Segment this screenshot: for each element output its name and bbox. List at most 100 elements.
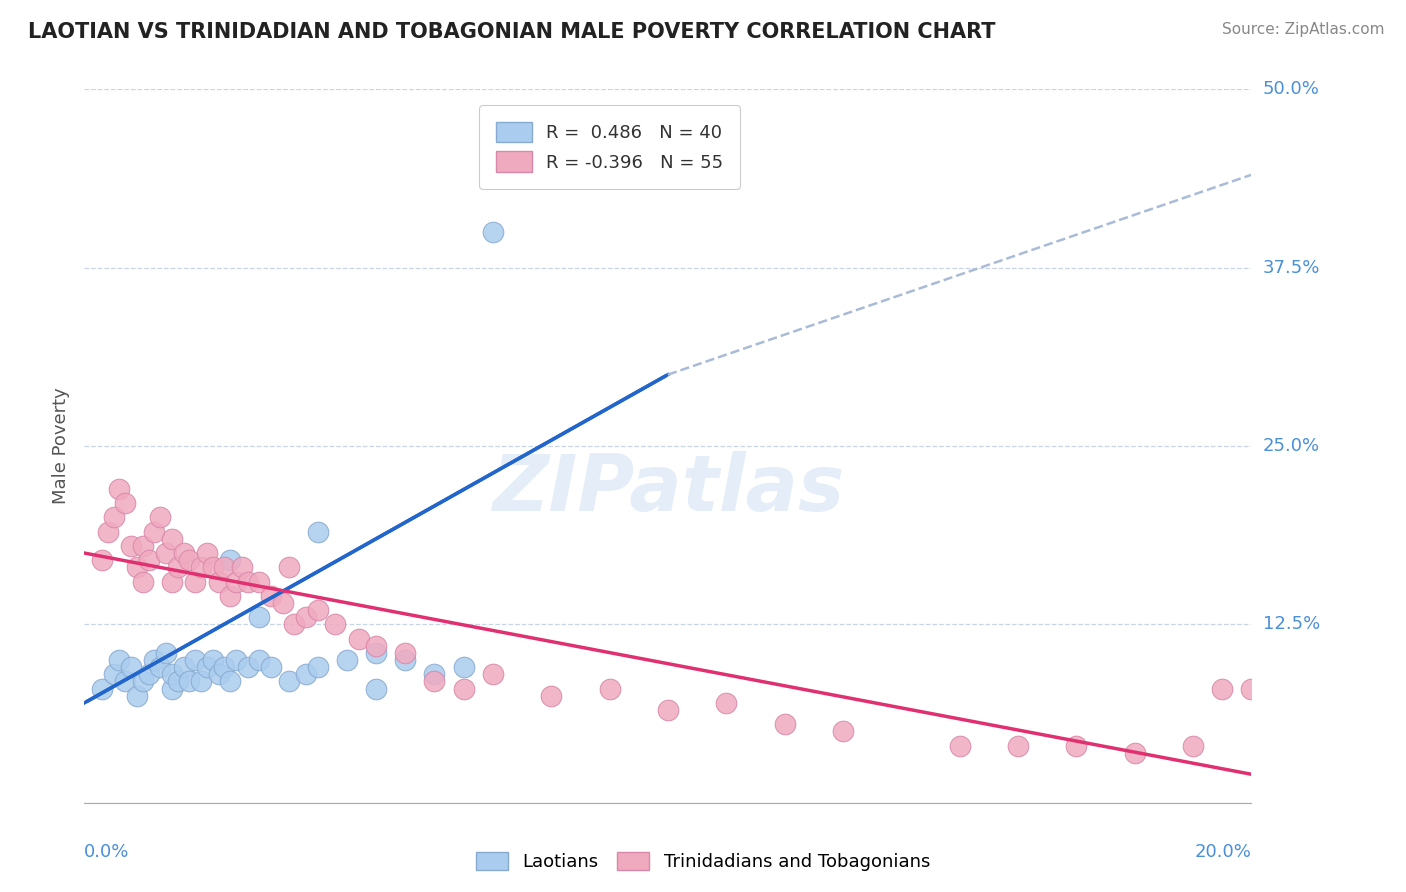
Point	[190, 560, 212, 574]
Point	[249, 610, 271, 624]
Point	[347, 632, 370, 646]
Point	[336, 653, 359, 667]
Point	[1240, 681, 1263, 696]
Point	[201, 653, 224, 667]
Point	[599, 681, 621, 696]
Point	[120, 539, 142, 553]
Point	[453, 660, 475, 674]
Point	[219, 589, 242, 603]
Point	[832, 724, 855, 739]
Point	[114, 496, 136, 510]
Text: 12.5%: 12.5%	[1263, 615, 1320, 633]
Point	[160, 574, 183, 589]
Point	[1007, 739, 1029, 753]
Point	[160, 667, 183, 681]
Point	[201, 560, 224, 574]
Point	[195, 660, 218, 674]
Point	[132, 674, 155, 689]
Point	[540, 689, 562, 703]
Point	[260, 660, 283, 674]
Text: 25.0%: 25.0%	[1263, 437, 1320, 455]
Point	[482, 667, 505, 681]
Point	[166, 674, 188, 689]
Point	[179, 674, 201, 689]
Point	[482, 225, 505, 239]
Point	[125, 560, 148, 574]
Point	[307, 524, 329, 539]
Legend: R =  0.486   N = 40, R = -0.396   N = 55: R = 0.486 N = 40, R = -0.396 N = 55	[479, 105, 740, 188]
Point	[657, 703, 679, 717]
Point	[143, 653, 166, 667]
Point	[103, 667, 125, 681]
Y-axis label: Male Poverty: Male Poverty	[52, 388, 70, 504]
Point	[207, 574, 229, 589]
Point	[184, 653, 207, 667]
Point	[225, 653, 247, 667]
Point	[149, 510, 172, 524]
Point	[132, 574, 155, 589]
Legend: Laotians, Trinidadians and Tobagonians: Laotians, Trinidadians and Tobagonians	[468, 845, 938, 879]
Point	[155, 646, 177, 660]
Text: 20.0%: 20.0%	[1195, 843, 1251, 861]
Point	[138, 667, 160, 681]
Point	[219, 553, 242, 567]
Point	[120, 660, 142, 674]
Point	[114, 674, 136, 689]
Point	[236, 660, 259, 674]
Point	[271, 596, 294, 610]
Point	[366, 646, 388, 660]
Point	[1182, 739, 1205, 753]
Point	[307, 660, 329, 674]
Point	[214, 660, 236, 674]
Point	[307, 603, 329, 617]
Point	[179, 553, 201, 567]
Point	[295, 610, 318, 624]
Point	[173, 660, 195, 674]
Point	[90, 553, 112, 567]
Point	[160, 532, 183, 546]
Text: 0.0%: 0.0%	[84, 843, 129, 861]
Text: LAOTIAN VS TRINIDADIAN AND TOBAGONIAN MALE POVERTY CORRELATION CHART: LAOTIAN VS TRINIDADIAN AND TOBAGONIAN MA…	[28, 22, 995, 42]
Point	[773, 717, 796, 731]
Point	[108, 482, 131, 496]
Point	[143, 524, 166, 539]
Point	[160, 681, 183, 696]
Text: 37.5%: 37.5%	[1263, 259, 1320, 277]
Point	[394, 653, 416, 667]
Point	[277, 560, 299, 574]
Point	[155, 546, 177, 560]
Point	[173, 546, 195, 560]
Point	[1066, 739, 1088, 753]
Point	[214, 560, 236, 574]
Point	[423, 667, 446, 681]
Point	[90, 681, 112, 696]
Point	[184, 574, 207, 589]
Point	[949, 739, 972, 753]
Point	[149, 660, 172, 674]
Point	[225, 574, 247, 589]
Point	[295, 667, 318, 681]
Point	[716, 696, 738, 710]
Point	[190, 674, 212, 689]
Point	[453, 681, 475, 696]
Text: Source: ZipAtlas.com: Source: ZipAtlas.com	[1222, 22, 1385, 37]
Point	[260, 589, 283, 603]
Point	[219, 674, 242, 689]
Point	[323, 617, 346, 632]
Text: ZIPatlas: ZIPatlas	[492, 450, 844, 527]
Point	[366, 681, 388, 696]
Point	[138, 553, 160, 567]
Point	[277, 674, 299, 689]
Point	[1123, 746, 1146, 760]
Point	[1211, 681, 1233, 696]
Point	[132, 539, 155, 553]
Point	[125, 689, 148, 703]
Point	[231, 560, 253, 574]
Point	[249, 653, 271, 667]
Point	[394, 646, 416, 660]
Point	[366, 639, 388, 653]
Point	[195, 546, 218, 560]
Point	[103, 510, 125, 524]
Point	[283, 617, 305, 632]
Point	[97, 524, 120, 539]
